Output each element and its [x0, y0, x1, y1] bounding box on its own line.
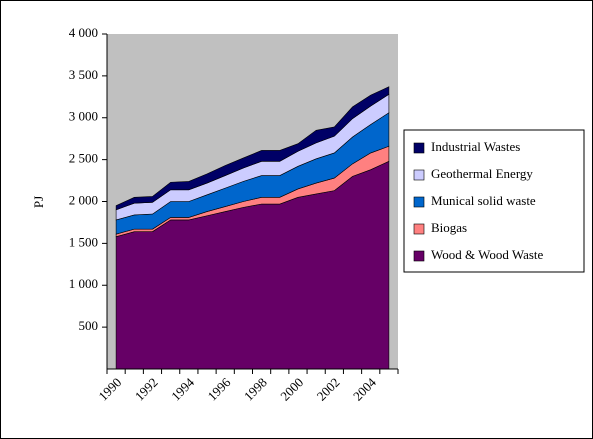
- legend-label: Geothermal Energy: [431, 166, 533, 181]
- y-tick-label: 4 000: [69, 25, 98, 40]
- y-tick-label: 1 500: [69, 234, 98, 249]
- y-tick-label: 3 500: [69, 67, 98, 82]
- legend-label: Industrial Wastes: [431, 139, 520, 154]
- legend-swatch: [413, 250, 425, 262]
- legend-label: Munical solid waste: [431, 193, 536, 208]
- y-tick-label: 1 000: [69, 276, 98, 291]
- legend-swatch: [413, 196, 425, 208]
- y-tick-label: 500: [79, 318, 99, 333]
- legend: [403, 129, 585, 273]
- legend-swatch: [413, 142, 425, 154]
- y-tick-label: 3 000: [69, 109, 98, 124]
- area: [115, 86, 390, 211]
- legend-label: Biogas: [431, 220, 467, 235]
- legend-swatch: [413, 223, 425, 235]
- y-tick-label: 2 500: [69, 151, 98, 166]
- legend-label: Wood & Wood Waste: [431, 247, 544, 262]
- y-axis-label: PJ: [31, 196, 46, 208]
- y-tick-label: 2 000: [69, 192, 98, 207]
- legend-swatch: [413, 169, 425, 181]
